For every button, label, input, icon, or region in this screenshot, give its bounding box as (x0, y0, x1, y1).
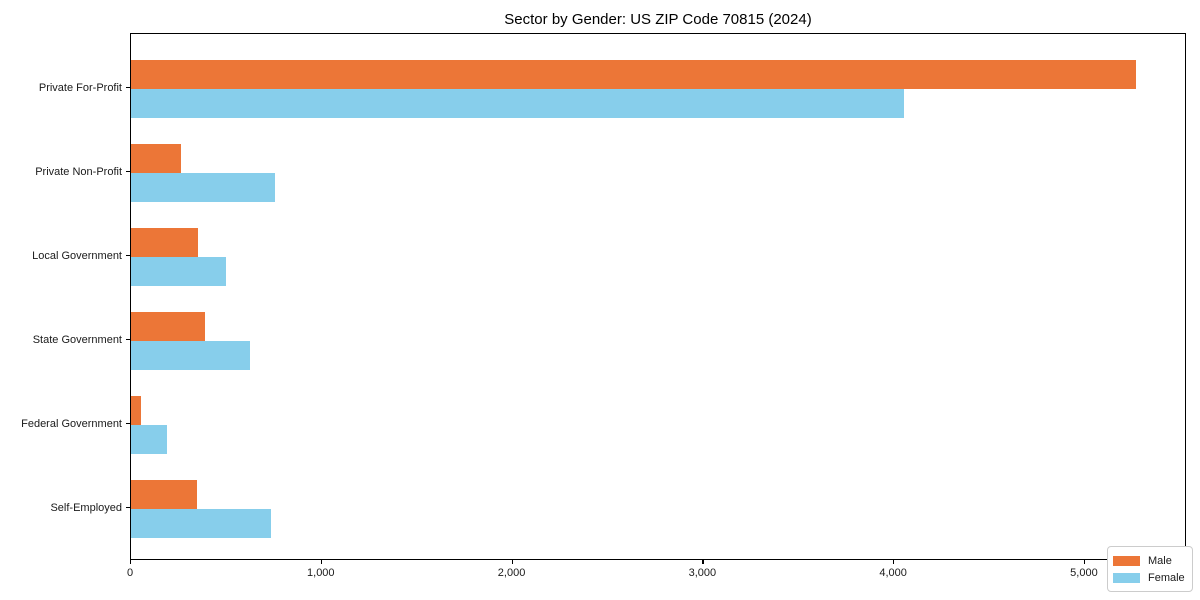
y-tick-label-federal-government: Federal Government (21, 418, 122, 430)
bar-male-local-government (131, 228, 198, 257)
y-tick-label-state-government: State Government (32, 334, 122, 346)
bar-female-private-non-profit (131, 173, 275, 202)
y-tick-mark (126, 423, 130, 425)
bar-female-local-government (131, 257, 226, 286)
x-tick-label-5000: 5,000 (1070, 567, 1098, 579)
bar-male-private-non-profit (131, 144, 181, 173)
x-tick-label-4000: 4,000 (879, 567, 907, 579)
bar-female-federal-government (131, 425, 167, 454)
y-tick-mark (126, 339, 130, 341)
y-tick-mark (126, 87, 130, 89)
legend-item-female: Female (1113, 569, 1192, 586)
bar-female-self-employed (131, 509, 271, 538)
legend-label-female: Female (1148, 571, 1185, 584)
y-tick-label-self-employed: Self-Employed (50, 502, 122, 514)
legend: Male Female (1107, 546, 1193, 592)
bar-male-self-employed (131, 480, 197, 509)
y-tick-mark (126, 255, 130, 257)
y-tick-mark (126, 507, 130, 509)
x-tick-mark (893, 560, 895, 564)
bar-male-federal-government (131, 396, 141, 425)
x-tick-mark (320, 560, 322, 564)
legend-label-male: Male (1148, 554, 1172, 567)
legend-item-male: Male (1113, 552, 1192, 569)
plot-area (130, 33, 1186, 560)
x-tick-mark (1083, 560, 1086, 564)
x-tick-label-3000: 3,000 (688, 567, 717, 579)
legend-swatch-female (1113, 572, 1140, 583)
y-tick-mark (126, 171, 130, 173)
y-tick-label-local-government: Local Government (32, 250, 122, 262)
bar-female-state-government (131, 341, 250, 370)
bar-female-private-for-profit (131, 89, 904, 118)
chart-title: Sector by Gender: US ZIP Code 70815 (202… (504, 11, 812, 28)
y-tick-label-private-for-profit: Private For-Profit (38, 82, 122, 94)
x-tick-mark (511, 560, 513, 564)
bar-male-private-for-profit (131, 60, 1136, 89)
legend-swatch-male (1113, 555, 1140, 566)
x-tick-label-1000: 1,000 (307, 567, 335, 579)
y-tick-label-private-non-profit: Private Non-Profit (35, 166, 122, 178)
x-tick-label-0: 0 (126, 567, 134, 579)
x-tick-label-2000: 2,000 (497, 567, 526, 579)
bar-male-state-government (131, 312, 205, 341)
x-tick-mark (702, 560, 704, 564)
x-tick-mark (130, 560, 132, 564)
